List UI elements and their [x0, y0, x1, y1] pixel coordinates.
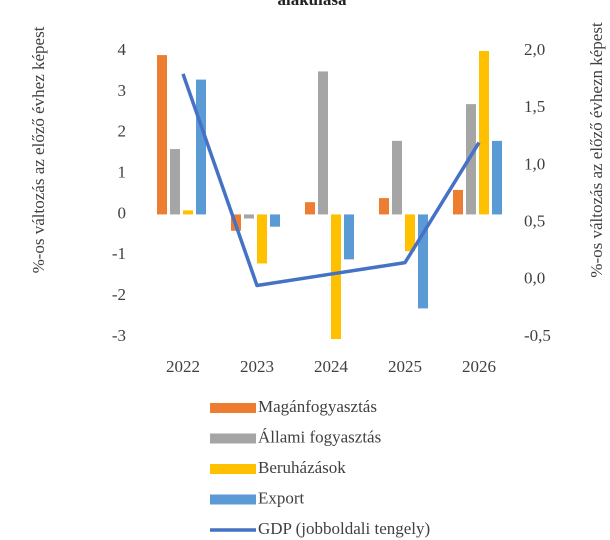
x-tick-label: 2025: [388, 357, 422, 376]
legend-swatch: [210, 464, 256, 474]
legend-swatch: [210, 433, 256, 444]
bar: [318, 71, 328, 215]
y-tick-label: -3: [112, 326, 126, 345]
x-tick-label: 2022: [166, 357, 200, 376]
bar: [453, 189, 463, 215]
bar: [305, 202, 315, 215]
legend-label: Beruházások: [258, 458, 346, 477]
y-tick-label: -2: [112, 285, 126, 304]
bar: [244, 214, 254, 219]
bar: [379, 198, 389, 215]
y2-tick-label: 0,0: [524, 269, 545, 288]
y2-tick-label: 1,0: [524, 154, 545, 173]
legend-label: Magánfogyasztás: [258, 397, 377, 416]
legend-label: Állami fogyasztás: [258, 427, 381, 446]
bar: [392, 140, 402, 215]
bar: [492, 140, 502, 215]
y-tick-label: 0: [118, 203, 127, 222]
bar: [196, 79, 206, 215]
bar: [270, 214, 280, 227]
y2-tick-label: 1,5: [524, 97, 545, 116]
y2-tick-label: 0,5: [524, 212, 545, 231]
legend-swatch: [210, 494, 256, 505]
y-tick-label: -1: [112, 244, 126, 263]
bar: [170, 149, 180, 215]
legend-label: GDP (jobboldali tengely): [258, 519, 430, 538]
y-tick-label: 2: [118, 122, 127, 141]
bar: [257, 214, 267, 264]
bar: [331, 214, 341, 340]
x-tick-label: 2023: [240, 357, 274, 376]
line-series: [181, 73, 481, 288]
y-tick-label: 3: [118, 81, 127, 100]
x-tick-label: 2026: [462, 357, 496, 376]
y2-tick-label: 2,0: [524, 40, 545, 59]
bar: [479, 51, 489, 215]
bar: [405, 214, 415, 252]
y2-tick-label: -0,5: [524, 326, 551, 345]
bar: [344, 214, 354, 260]
y-axis-label: %-os változás az előző évhez képest: [29, 26, 48, 273]
legend-label: Export: [258, 488, 305, 507]
y2-axis-label: %-os változás az előző évhezn képest: [587, 22, 606, 278]
bar: [418, 214, 428, 309]
chart-title: alakulása: [278, 0, 347, 9]
bar: [183, 210, 193, 215]
bar: [157, 55, 167, 215]
x-tick-label: 2024: [314, 357, 349, 376]
y-tick-label: 4: [118, 40, 127, 59]
y-tick-label: 1: [118, 162, 127, 181]
legend-swatch: [210, 403, 256, 413]
bar: [466, 104, 476, 215]
